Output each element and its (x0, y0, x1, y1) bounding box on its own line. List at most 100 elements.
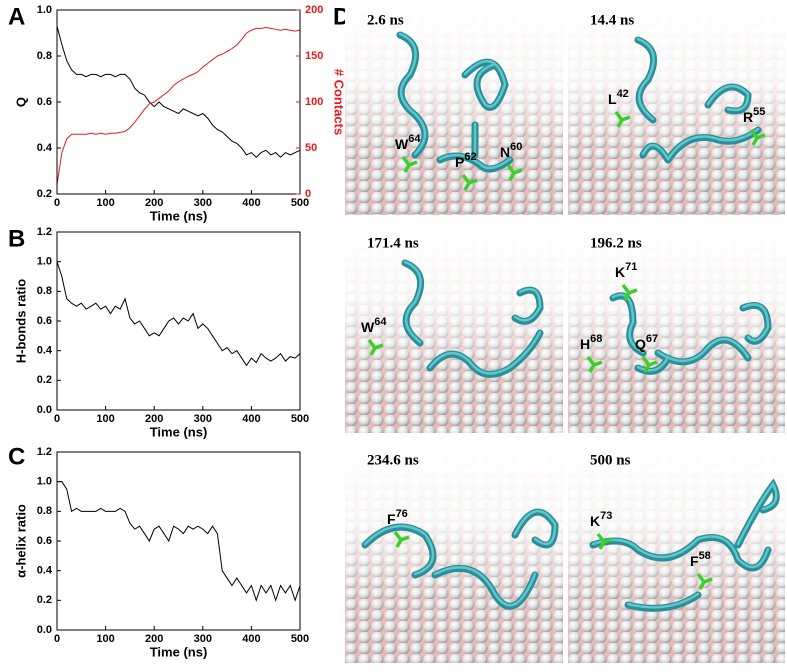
x-tick-label: 500 (291, 413, 309, 425)
y-tick-label: 0.4 (37, 565, 53, 577)
data-line (56, 26, 301, 185)
y-tick-label: 0.8 (37, 285, 52, 297)
x-tick-label: 300 (194, 413, 212, 425)
y-axis-title: α-helix ratio (13, 504, 28, 578)
side-chain (696, 572, 713, 590)
data-line (57, 481, 301, 602)
surface-fade (345, 228, 563, 433)
data-line (56, 25, 301, 158)
residue-name: L (608, 91, 617, 107)
surface-fade (568, 5, 785, 215)
surface-fade (345, 5, 563, 215)
protein-ribbon-highlight (363, 509, 557, 607)
x-tick-label: 200 (145, 413, 163, 425)
residue-name: N (500, 144, 510, 160)
side-chain (749, 128, 766, 146)
residue-number: 60 (510, 141, 522, 153)
residue-label: R55 (743, 106, 765, 125)
residue-name: R (743, 109, 753, 125)
panel-label: B (8, 225, 25, 252)
y-tick-label: 0.6 (37, 535, 52, 547)
residue-number: 64 (408, 133, 421, 145)
frame-time: 234.6 ns (367, 452, 419, 468)
y-axis-title: H-bonds ratio (13, 279, 28, 364)
x-tick-label: 200 (145, 197, 163, 209)
residue-label: F58 (690, 550, 711, 569)
y-tick-label: 1.0 (37, 476, 52, 488)
side-chain (596, 532, 613, 550)
plot-frame (56, 231, 301, 411)
x-tick-label: 400 (242, 197, 260, 209)
residue-number: 71 (625, 261, 637, 273)
snapshot: 2.6 ns W64 P62 N60 (345, 5, 563, 215)
x-tick-label: 300 (194, 197, 212, 209)
x-tick-label: 300 (194, 633, 212, 645)
y-tick-label: 0.8 (37, 50, 52, 62)
residue-label: K71 (615, 261, 637, 280)
y2-tick-label: 100 (305, 96, 323, 108)
residue-name: K (615, 264, 625, 280)
plot-frame (56, 451, 301, 631)
plot-frame (56, 9, 301, 195)
side-chain (401, 155, 418, 173)
frame-time: 171.4 ns (367, 235, 419, 251)
residue-number: 42 (617, 88, 629, 100)
residue-number: 76 (396, 508, 408, 520)
y-tick-label: 1.0 (37, 256, 52, 268)
x-axis-title: Time (ns) (150, 208, 208, 223)
residue-number: 73 (600, 510, 612, 522)
protein-ribbon-highlight (403, 260, 542, 375)
x-tick-label: 100 (96, 633, 114, 645)
y-tick-label: 0.2 (37, 188, 52, 200)
x-axis-title: Time (ns) (150, 644, 208, 659)
y-tick-label: 0.0 (37, 624, 52, 636)
protein-ribbon-highlight (398, 32, 512, 170)
residue-label: P62 (455, 151, 477, 170)
residue-name: W (395, 136, 409, 152)
y-tick-label: 1.2 (37, 446, 52, 458)
side-chain (367, 338, 384, 356)
residue-label: W64 (361, 316, 387, 335)
y2-tick-label: 0 (305, 188, 311, 200)
snapshot: 234.6 ns F76 (345, 445, 563, 663)
x-axis-title: Time (ns) (150, 424, 208, 439)
residue-name: H (580, 336, 590, 352)
residue-name: Q (635, 336, 646, 352)
y2-tick-label: 150 (305, 50, 323, 62)
snapshot: 196.2 ns K71 H68 Q67 (568, 228, 785, 433)
y2-tick-label: 50 (305, 142, 317, 154)
residue-label: N60 (500, 141, 522, 160)
residue-label: W64 (395, 133, 421, 152)
snapshot: 500 ns K73 F58 (568, 445, 785, 663)
panel-label: A (8, 3, 25, 30)
y2-axis-title: # Contacts (332, 69, 347, 135)
frame-time: 14.4 ns (590, 12, 634, 28)
residue-number: 68 (590, 333, 602, 345)
x-tick-label: 500 (291, 197, 309, 209)
residue-name: F (690, 553, 699, 569)
residue-label: H68 (580, 333, 602, 352)
x-tick-label: 0 (54, 197, 60, 209)
y2-tick-label: 200 (305, 4, 323, 16)
snapshot: 14.4 ns L42 R55 (568, 5, 785, 215)
side-chain (641, 355, 658, 373)
y-tick-label: 0.6 (37, 315, 52, 327)
side-chain (586, 355, 603, 373)
x-tick-label: 200 (145, 633, 163, 645)
y-tick-label: 0.4 (37, 142, 53, 154)
y-axis-title: Q (13, 97, 28, 107)
x-tick-label: 100 (96, 197, 114, 209)
residue-name: W (361, 319, 375, 335)
residue-label: Q67 (635, 333, 658, 352)
residue-name: F (387, 511, 396, 527)
data-line (56, 261, 301, 367)
residue-name: P (455, 154, 464, 170)
side-chain (461, 173, 478, 191)
residue-label: K73 (590, 510, 612, 529)
protein-ribbon-highlight (591, 481, 778, 609)
side-chain (614, 110, 631, 128)
residue-label: L42 (608, 88, 629, 107)
residue-number: 62 (464, 151, 476, 163)
